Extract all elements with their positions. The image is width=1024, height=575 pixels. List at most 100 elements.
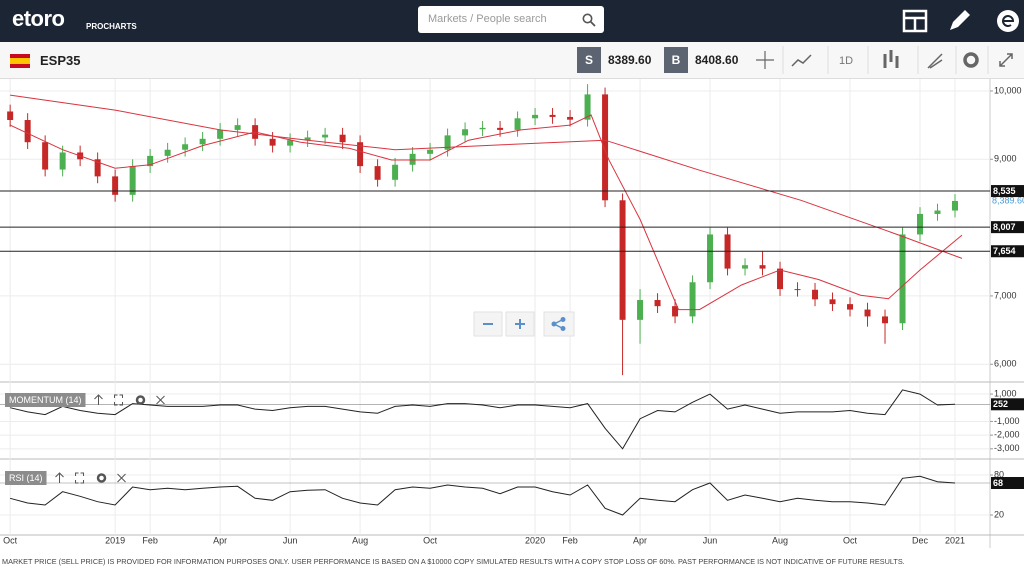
candle-body	[234, 125, 241, 130]
fullscreen-icon[interactable]	[999, 53, 1013, 67]
candle-body	[7, 111, 14, 121]
close-icon[interactable]	[156, 395, 165, 405]
last-value-label-box	[991, 398, 1024, 411]
last-value-label-box	[991, 477, 1024, 489]
buy-price: 8408.60	[695, 53, 739, 67]
close-icon[interactable]	[117, 473, 126, 483]
draw-icon[interactable]	[950, 10, 970, 30]
indicator-line	[9, 389, 956, 450]
candle-body	[392, 164, 399, 180]
candle-body	[304, 137, 311, 141]
settings-icon[interactable]	[96, 473, 107, 483]
candle-body	[777, 268, 784, 290]
candles-icon[interactable]	[883, 50, 899, 68]
interval-selector[interactable]: 1D	[839, 55, 854, 67]
indicator-title-box	[5, 471, 47, 485]
level-label-box	[991, 185, 1024, 198]
indicator-icon[interactable]	[927, 53, 943, 69]
level-label-box	[991, 221, 1024, 234]
candle-body	[654, 300, 661, 307]
sell-button[interactable]: S	[577, 47, 601, 73]
candle-body	[952, 200, 959, 211]
toolbar-icons	[756, 46, 1013, 74]
y-tick-label: 1,000	[994, 388, 1017, 398]
candle-body	[707, 234, 714, 283]
level-label: 8,007	[993, 222, 1016, 232]
candle-body	[759, 265, 766, 269]
candle-body	[899, 234, 906, 324]
candle-body	[829, 299, 836, 305]
candle-body	[672, 306, 679, 317]
x-tick-label: Jun	[703, 535, 718, 545]
zoom-in-button[interactable]	[505, 311, 535, 337]
level-label: 7,654	[993, 246, 1016, 256]
candle-body	[199, 138, 206, 145]
last-price-label: 8,389.60	[992, 195, 1024, 205]
search-placeholder: Markets / People search	[428, 13, 547, 25]
search-icon	[582, 13, 596, 27]
buy-button[interactable]: B	[664, 47, 688, 73]
candle-body	[602, 94, 609, 201]
header-icons	[902, 9, 1019, 33]
candle-body	[847, 304, 854, 310]
x-tick-label: 2020	[525, 535, 545, 545]
candle-body	[217, 129, 224, 139]
maximize-icon[interactable]	[75, 472, 85, 484]
last-value-label: 68	[993, 478, 1003, 488]
candle-body	[549, 114, 556, 117]
candle-body	[584, 94, 591, 120]
candle-body	[374, 166, 381, 180]
y-tick-label: -2,000	[994, 430, 1020, 440]
x-tick-label: Feb	[562, 535, 578, 545]
y-tick-label: -1,000	[994, 416, 1020, 426]
share-button[interactable]	[543, 311, 575, 337]
candle-body	[269, 138, 276, 146]
candle-body	[689, 282, 696, 317]
candle-body	[934, 210, 941, 214]
settings-icon[interactable]	[963, 52, 979, 68]
candle-body	[129, 166, 136, 195]
logo[interactable]: etoro	[12, 6, 65, 31]
x-tick-label: Oct	[3, 535, 18, 545]
candle-body	[427, 149, 434, 154]
plus-icon	[515, 319, 525, 329]
last-value-label: 252	[993, 399, 1008, 409]
symbol: ESP35	[40, 53, 81, 68]
indicator-title-box	[5, 393, 86, 407]
candle-body	[532, 114, 539, 119]
move-up-icon[interactable]	[55, 472, 64, 483]
level-label-box	[991, 245, 1024, 258]
x-tick-label: Aug	[772, 535, 788, 545]
candle-body	[147, 155, 154, 167]
share-dot	[560, 317, 566, 322]
x-tick-label: Jun	[283, 535, 298, 545]
x-tick-label: 2021	[945, 535, 965, 545]
search-box[interactable]: Markets / People search	[418, 6, 604, 33]
candle-body	[42, 142, 49, 170]
x-tick-label: Aug	[352, 535, 368, 545]
settings-icon[interactable]	[135, 395, 146, 405]
x-tick-label: Dec	[912, 535, 929, 545]
indicator-title: RSI (14)	[9, 473, 43, 483]
candle-body	[794, 289, 801, 291]
chart-type-icon[interactable]	[791, 54, 812, 67]
y-tick-label: 80	[994, 469, 1004, 479]
crosshair-icon[interactable]	[756, 51, 774, 69]
x-tick-label: Feb	[142, 535, 158, 545]
y-tick-label: 9,000	[994, 154, 1017, 164]
maximize-icon[interactable]	[114, 394, 123, 406]
candle-body	[479, 127, 486, 130]
x-tick-label: Oct	[423, 535, 438, 545]
candle-body	[287, 140, 294, 146]
y-tick-label: 7,000	[994, 290, 1017, 300]
candle-body	[812, 289, 819, 300]
candle-body	[112, 176, 119, 195]
candle-body	[409, 153, 416, 165]
y-tick-label: 10,000	[994, 85, 1022, 95]
move-up-icon[interactable]	[94, 394, 103, 405]
candle-body	[322, 134, 329, 138]
candle-body	[357, 142, 364, 167]
sell-price: 8389.60	[608, 53, 652, 67]
y-tick-label: -3,000	[994, 443, 1020, 453]
